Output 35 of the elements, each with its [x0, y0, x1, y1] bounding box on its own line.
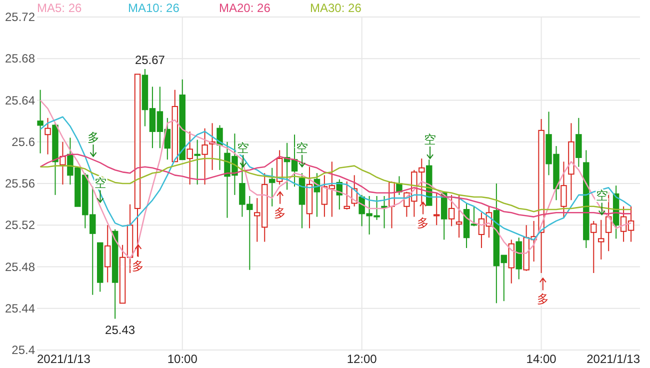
x-tick-label: 2021/1/13	[586, 352, 640, 366]
y-tick-label: 25.6	[12, 134, 36, 149]
x-tick-label: 14:00	[526, 352, 557, 366]
annotation: 多	[87, 130, 100, 158]
annotation: 空	[424, 132, 436, 160]
annotation: 空	[296, 140, 308, 155]
y-tick-label: 25.68	[4, 52, 36, 66]
annotation: 空	[424, 132, 436, 147]
y-tick-label: 25.4	[12, 343, 36, 357]
annotation: 空	[596, 188, 608, 203]
y-tick-label: 25.48	[4, 260, 36, 274]
annotation: 多	[132, 244, 144, 273]
annotation: 多	[132, 258, 144, 273]
y-tick-label: 25.44	[4, 301, 36, 316]
annotation: 25.43	[105, 322, 136, 337]
y-tick-label: 25.72	[4, 10, 36, 24]
annotation: 多	[417, 201, 430, 230]
x-tick-label: 12:00	[346, 352, 378, 366]
y-tick-label: 25.64	[4, 93, 36, 108]
annotation: 多	[536, 292, 549, 306]
y-tick-label: 25.56	[4, 176, 36, 190]
annotation: 多	[536, 277, 549, 306]
annotation: 空	[237, 140, 250, 168]
legend: MA5: 26 MA10: 26 MA20: 26 MA30: 26	[37, 1, 362, 15]
annotation: 25.67	[134, 53, 165, 68]
annotation: 多	[87, 130, 100, 144]
annotation: 空	[596, 188, 608, 216]
y-tick-label: 25.52	[4, 218, 36, 232]
x-tick-label: 10:00	[167, 352, 198, 366]
x-tick-label: 2021/1/13	[37, 352, 91, 366]
annotation: 空	[237, 140, 250, 155]
annotation: 多	[417, 216, 430, 230]
annotation: 空	[296, 140, 308, 168]
annotation: 多	[274, 206, 286, 220]
annotation: 多	[274, 191, 286, 220]
